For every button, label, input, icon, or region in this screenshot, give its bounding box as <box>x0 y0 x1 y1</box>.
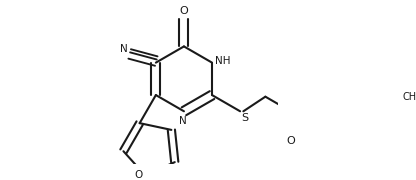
Text: O: O <box>134 170 142 180</box>
Text: CH₃: CH₃ <box>403 92 416 102</box>
Text: N: N <box>120 44 127 54</box>
Text: S: S <box>241 113 248 123</box>
Text: O: O <box>180 6 188 16</box>
Text: O: O <box>286 136 295 146</box>
Text: NH: NH <box>215 56 230 66</box>
Text: N: N <box>179 116 187 126</box>
